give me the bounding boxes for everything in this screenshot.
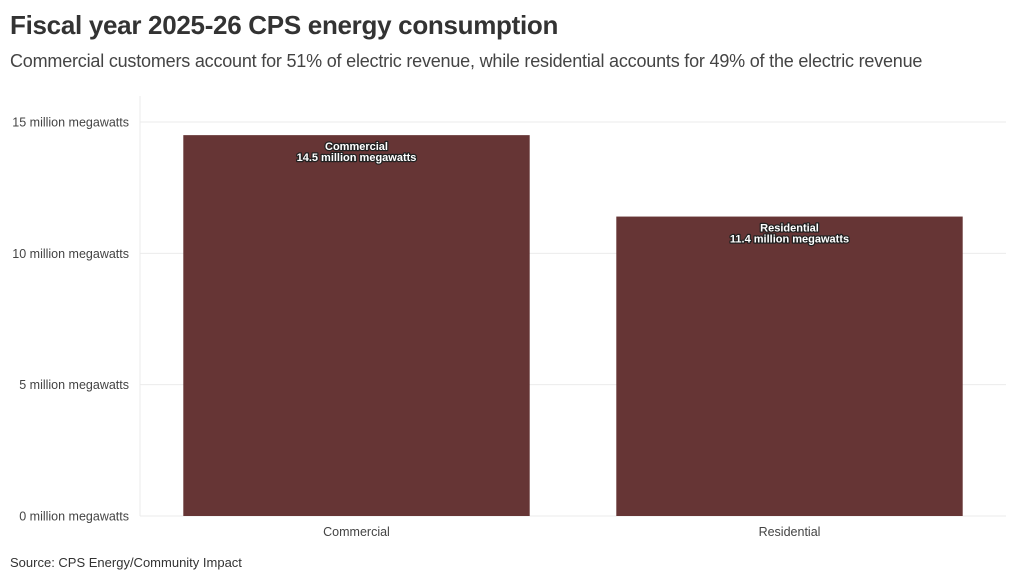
bar-label-value: 14.5 million megawatts <box>297 152 417 164</box>
x-axis-ticks: Commercial Residential <box>323 525 820 539</box>
y-tick-label: 10 million megawatts <box>12 247 129 261</box>
bar-label-name: Residential <box>760 223 819 235</box>
bar-label-name: Commercial <box>325 141 388 153</box>
y-tick-label: 5 million megawatts <box>19 378 129 392</box>
x-tick-label: Residential <box>759 525 821 539</box>
y-tick-label: 0 million megawatts <box>19 510 129 524</box>
bars <box>183 135 963 516</box>
bar-commercial <box>183 135 530 516</box>
source-note: Source: CPS Energy/Community Impact <box>10 555 242 570</box>
y-axis-ticks: 0 million megawatts 5 million megawatts 10… <box>12 116 129 524</box>
chart-subtitle: Commercial customers account for 51% of … <box>10 51 923 71</box>
chart-title: Fiscal year 2025-26 CPS energy consumpti… <box>10 10 559 40</box>
bar-residential <box>616 216 963 516</box>
bar-label-value: 11.4 million megawatts <box>730 234 849 246</box>
x-tick-label: Commercial <box>323 525 390 539</box>
y-tick-label: 15 million megawatts <box>12 116 129 130</box>
